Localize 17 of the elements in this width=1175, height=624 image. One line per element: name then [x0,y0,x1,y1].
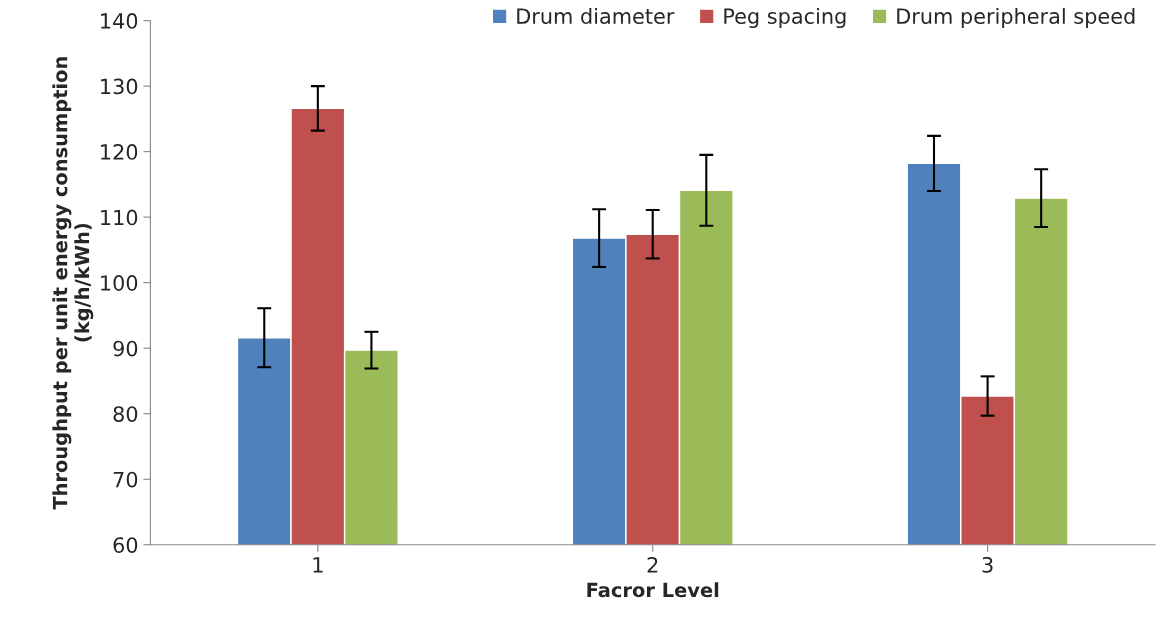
y-tick-label: 70 [113,471,138,488]
y-tick-label: 130 [101,78,138,95]
y-tick-label: 90 [113,340,138,357]
y-tick-label: 60 [113,537,138,553]
y-tick-label: 100 [101,275,138,291]
y-tick-label: 120 [101,144,138,160]
legend-label: Peg spacing [724,7,846,29]
y-tick-label: 110 [101,209,138,226]
x-axis-title: Facror Level [587,582,719,598]
y-tick-label: 140 [101,13,138,29]
legend-label: Drum diameter [517,7,675,25]
legend-label: Drum peripheral speed [897,7,1135,29]
x-tick-label: 3 [982,556,993,573]
y-axis-title: Throughput per unit energy consumption (kg/h/kWh) [52,57,94,510]
x-tick-label: 1 [313,557,323,573]
y-tick-label: 80 [113,406,138,422]
x-tick-label: 2 [647,556,658,573]
